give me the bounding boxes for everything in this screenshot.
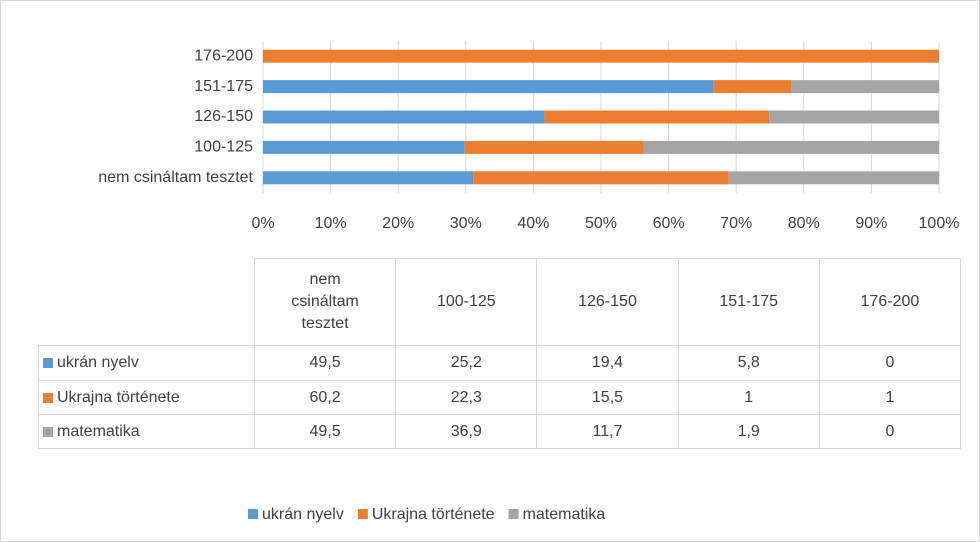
bar-segment (643, 140, 939, 154)
table-cell: 49,5 (254, 414, 397, 449)
x-tick-label: 90% (855, 215, 887, 232)
series-name: ukrán nyelv (57, 354, 139, 371)
table-cell: 22,3 (395, 380, 538, 415)
series-name: Ukrajna története (57, 388, 180, 406)
table-cell: 25,2 (395, 345, 538, 381)
bar-segment (544, 110, 770, 124)
table-header-cell: 176-200 (818, 258, 961, 346)
legend-key (508, 509, 519, 519)
bar-segment (263, 171, 474, 185)
bar-segment (263, 49, 939, 63)
x-tick-label: 70% (720, 215, 752, 232)
bar-segment (263, 140, 465, 154)
table-row-label: Ukrajna története (38, 380, 255, 415)
y-tick-label: 176-200 (194, 47, 253, 64)
table-cell: 11,7 (536, 414, 679, 449)
table-cell: 1,9 (677, 414, 820, 449)
y-tick-label: 126-150 (194, 108, 253, 125)
table-cell: 15,5 (536, 380, 679, 415)
table-header-cell: 100-125 (395, 258, 538, 346)
table-cell: 0 (818, 345, 961, 381)
table-cell: 49,5 (254, 345, 397, 381)
legend-key (43, 358, 53, 368)
bar-segment (263, 80, 714, 94)
bar-segment (791, 80, 939, 94)
y-tick-label: 100-125 (194, 139, 253, 156)
x-tick-label: 30% (450, 215, 482, 232)
y-tick-label: 151-175 (194, 78, 253, 95)
bar-segment (769, 110, 939, 124)
legend-label: matematika (523, 506, 606, 523)
bar-segment (473, 171, 729, 185)
table-cell: 1 (677, 380, 820, 415)
table-cell: 60,2 (254, 380, 397, 415)
legend-label: Ukrajna története (372, 506, 495, 523)
table-cell: 1 (818, 380, 961, 415)
y-tick-label: nem csináltam tesztet (98, 169, 253, 186)
legend-key (248, 509, 258, 519)
x-tick-label: 10% (315, 215, 347, 232)
x-tick-label: 80% (788, 215, 820, 232)
table-cell: 5,8 (677, 345, 820, 381)
table-cell: 36,9 (395, 414, 538, 449)
bar-segment (728, 171, 939, 185)
bar-segment (713, 80, 792, 94)
table-row-label: ukrán nyelv (38, 345, 255, 381)
x-tick-label: 60% (653, 215, 685, 232)
legend-key (357, 509, 368, 519)
table-header-cell: 126-150 (536, 258, 679, 346)
table-header-cell: 151-175 (677, 258, 820, 346)
legend-key (43, 426, 53, 437)
table-row-label: matematika (38, 414, 255, 449)
legend-label: ukrán nyelv (262, 506, 344, 523)
bar-segment (263, 110, 545, 124)
table-cell: 19,4 (536, 345, 679, 381)
legend-key (43, 392, 53, 403)
bar-segment (464, 140, 644, 154)
table-cell: 0 (818, 414, 961, 449)
series-name: matematika (57, 422, 140, 440)
table-header-cell: nem csináltam tesztet (254, 258, 397, 346)
x-tick-label: 20% (382, 215, 414, 232)
x-tick-label: 100% (919, 215, 960, 232)
x-tick-label: 50% (585, 215, 617, 232)
x-tick-label: 40% (517, 215, 549, 232)
x-tick-label: 0% (251, 215, 274, 232)
